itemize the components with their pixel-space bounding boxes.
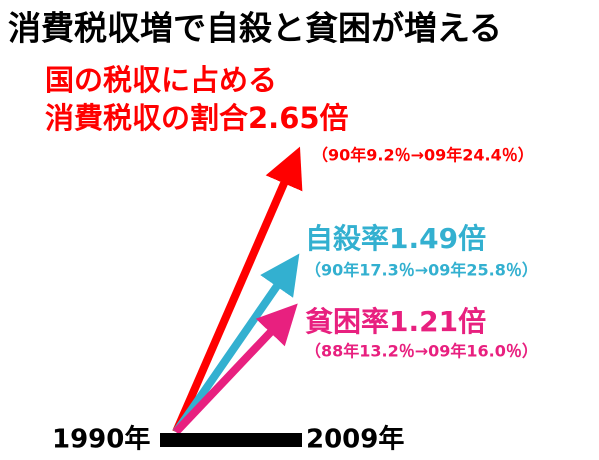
timeline-bar	[160, 433, 302, 447]
tax-detail: （90年9.2％→09年24.4％）	[312, 146, 534, 165]
suicide-label: 自殺率1.49倍	[305, 222, 486, 255]
poverty-detail: （88年13.2％→09年16.0％）	[305, 342, 538, 361]
suicide-detail: （90年17.3％→09年25.8％）	[305, 261, 538, 280]
tax-label: 消費税収の割合2.65倍	[45, 101, 349, 135]
timeline-end: 2009年	[306, 424, 404, 455]
arrow-suicide	[172, 253, 300, 435]
arrow-tax	[172, 146, 303, 434]
title: 消費税収増で自殺と貧困が増える	[8, 9, 502, 48]
poverty-label: 貧困率1.21倍	[305, 305, 486, 338]
arrow-poverty	[173, 303, 298, 435]
timeline-start: 1990年	[52, 424, 150, 455]
tax-label: 国の税収に占める	[45, 63, 277, 97]
